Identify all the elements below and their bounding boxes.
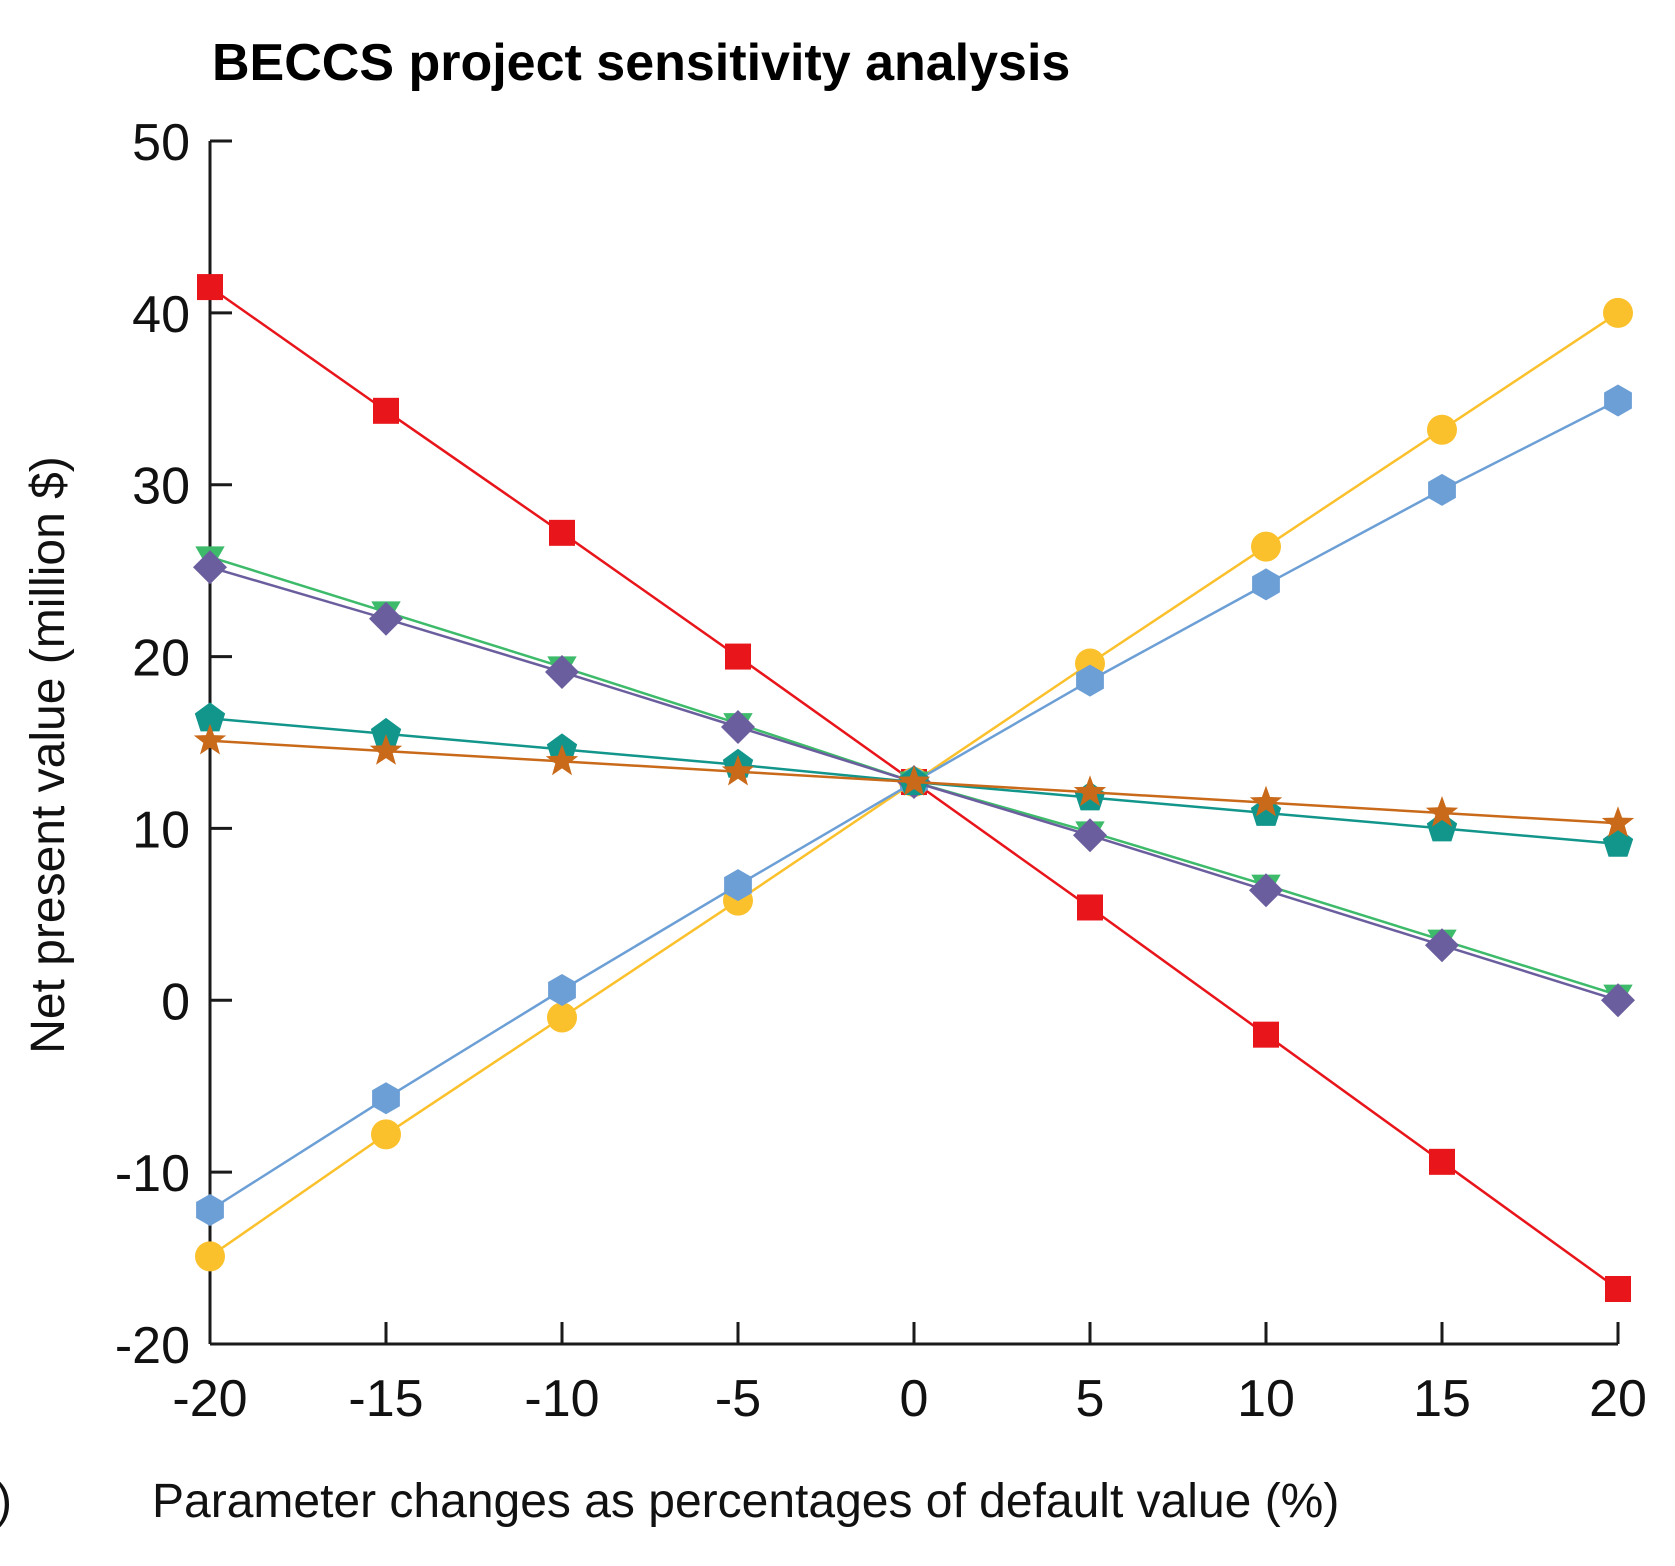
data-point-pentagon-teal [370,717,402,747]
data-point-hexagon-blue [1252,568,1280,601]
data-point-pentagon-teal [194,702,226,732]
data-point-circle-yellow [195,1241,225,1272]
data-point-square-red [549,519,575,546]
y-tick-label: 50 [132,114,190,172]
data-point-square-red [1077,894,1103,921]
data-point-square-red [1429,1148,1455,1175]
series-line-hexagon-blue [209,399,1619,1212]
data-point-star-orange [369,734,403,765]
data-point-square-red [1605,1276,1631,1303]
data-point-hexagon-blue [1428,473,1456,506]
y-tick-label: -20 [115,1317,190,1375]
y-tick-label: 40 [132,286,190,344]
data-point-circle-yellow [1603,297,1633,328]
series-hexagon-blue [196,384,1632,1226]
data-point-diamond-purple [193,550,227,585]
data-point-circle-yellow [547,1002,577,1033]
x-tick-label: 15 [1413,1370,1471,1428]
x-tick-label: 5 [1076,1370,1105,1428]
data-point-circle-yellow [1427,414,1457,445]
data-point-hexagon-blue [1604,384,1632,417]
data-point-diamond-purple [1601,983,1635,1018]
data-point-diamond-purple [1425,928,1459,963]
x-tick-label: -10 [524,1370,599,1428]
data-point-square-red [373,397,399,424]
data-point-star-orange [1601,806,1635,837]
y-tick-label: 0 [161,973,190,1031]
data-point-star-orange [1425,796,1459,827]
panel-label: ) [0,1475,12,1528]
series-layer [193,274,1635,1303]
data-point-square-red [197,274,223,301]
x-tick-label: 0 [900,1370,929,1428]
data-point-hexagon-blue [548,974,576,1006]
y-tick-label: -10 [115,1145,190,1203]
y-tick-label: 20 [132,630,190,688]
data-point-hexagon-blue [1076,664,1104,697]
data-point-diamond-purple [369,601,403,636]
data-point-square-red [1253,1021,1279,1048]
data-point-circle-yellow [1251,531,1281,562]
x-tick-label: -5 [715,1370,761,1428]
data-point-diamond-purple [545,655,579,689]
data-point-star-orange [897,765,931,796]
axes: -20 -10 0 10 20 30 40 50 -20 -15 -10 -5 0 5 10 15 20 [115,114,1647,1428]
x-tick-label: -20 [172,1370,247,1428]
data-point-circle-yellow [371,1119,401,1150]
chart-title: BECCS project sensitivity analysis [212,34,1070,92]
data-point-star-orange [721,754,755,786]
data-point-star-orange [1249,785,1283,817]
data-point-diamond-purple [1249,873,1283,908]
y-axis-title: Net present value (million $) [22,456,75,1054]
data-point-hexagon-blue [372,1082,400,1115]
data-point-star-orange [545,744,579,776]
y-tick-label: 10 [132,801,190,859]
data-point-square-red [725,643,751,670]
x-tick-label: 10 [1237,1370,1295,1428]
x-axis-title: Parameter changes as percentages of defa… [152,1475,1339,1528]
series-star-orange [193,723,1635,837]
data-point-diamond-purple [721,710,755,744]
x-tick-label: 20 [1589,1370,1647,1428]
data-point-star-orange [193,723,227,755]
data-point-hexagon-blue [724,869,752,902]
x-tick-label: -15 [348,1370,423,1428]
data-point-diamond-purple [1073,818,1107,853]
y-tick-label: 30 [132,458,190,516]
data-point-hexagon-blue [196,1194,224,1226]
data-point-star-orange [1073,775,1107,807]
data-point-pentagon-teal [1602,827,1634,857]
